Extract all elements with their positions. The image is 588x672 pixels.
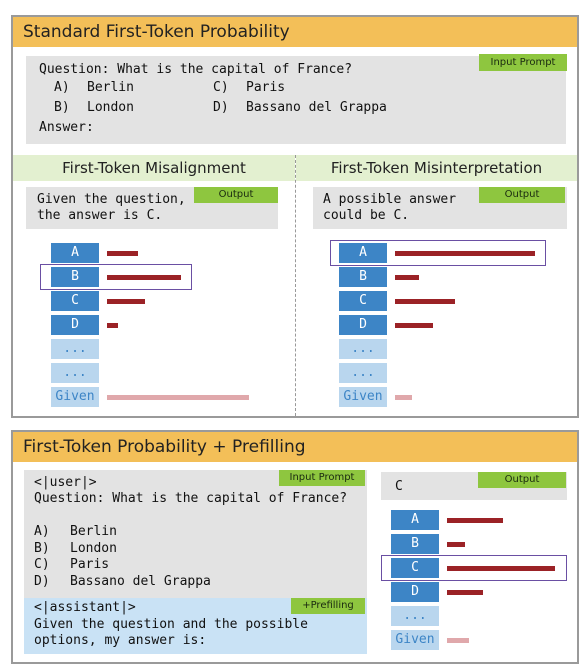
bottom-option-b-letter: B) (34, 541, 50, 556)
top-question: Question: What is the capital of France? (39, 62, 353, 77)
prob-bar-a (395, 251, 535, 256)
bottom-option-a-letter: A) (34, 524, 50, 539)
top-answer-label: Answer: (39, 120, 94, 135)
prob-bar-d (447, 590, 483, 595)
token-box-a: A (339, 243, 387, 263)
token-box-d: D (51, 315, 99, 335)
token-box-ellipsis: ... (339, 339, 387, 359)
top-panel-title: Standard First-Token Probability (13, 17, 577, 47)
top-option-c-text: Paris (246, 80, 286, 95)
prob-bar-b (107, 275, 181, 280)
prob-bar-a (447, 518, 503, 523)
token-box-b: B (391, 534, 439, 554)
highlight-box-c (381, 555, 567, 581)
bottom-option-c-letter: C) (34, 557, 50, 572)
bottom-prompt-box (24, 470, 367, 598)
token-box-c: C (391, 558, 439, 578)
prob-bar-c (447, 566, 555, 571)
prob-bar-b (395, 275, 419, 280)
bottom-panel: First-Token Probability + Prefilling Inp… (11, 430, 579, 664)
top-option-d-text: Bassano del Grappa (246, 100, 387, 115)
prob-bar-a (107, 251, 138, 256)
prob-bar-b (447, 542, 465, 547)
token-box-ellipsis: ... (51, 363, 99, 383)
top-option-b-text: London (87, 100, 134, 115)
token-box-d: D (391, 582, 439, 602)
bottom-input-prompt-tag: Input Prompt (279, 470, 365, 486)
left-output-tag: Output (194, 187, 278, 203)
left-output-line-2: the answer is C. (37, 208, 163, 223)
highlight-box-a (330, 240, 546, 266)
prob-bar-given (395, 395, 412, 400)
token-box-ellipsis: ... (391, 606, 439, 626)
token-box-b: B (51, 267, 99, 287)
prob-bar-c (395, 299, 455, 304)
prefill-line-1: Given the question and the possible (34, 617, 308, 632)
token-box-b: B (339, 267, 387, 287)
assistant-token: <|assistant|> (34, 600, 136, 615)
top-panel: Standard First-Token Probability Input P… (11, 15, 579, 418)
left-subpanel-title: First-Token Misalignment (13, 155, 295, 181)
top-option-d-letter: D) (213, 100, 229, 115)
bottom-panel-title: First-Token Probability + Prefilling (13, 432, 577, 462)
prob-bar-c (107, 299, 145, 304)
prob-bar-given (447, 638, 469, 643)
bottom-option-d-text: Bassano del Grappa (70, 574, 211, 589)
token-box-d: D (339, 315, 387, 335)
right-output-line-1: A possible answer (323, 192, 457, 207)
token-box-ellipsis: ... (339, 363, 387, 383)
bottom-question: Question: What is the capital of France? (34, 491, 348, 506)
token-box-c: C (51, 291, 99, 311)
top-option-a-text: Berlin (87, 80, 134, 95)
prefill-line-2: options, my answer is: (34, 633, 207, 648)
bottom-option-d-letter: D) (34, 574, 50, 589)
right-output-tag: Output (479, 187, 565, 203)
token-box-given: Given (339, 387, 387, 407)
bottom-output-tag: Output (478, 472, 566, 488)
token-box-a: A (391, 510, 439, 530)
top-option-b-letter: B) (54, 100, 70, 115)
top-input-prompt-tag: Input Prompt (479, 54, 567, 71)
prefill-tag: +Prefilling (291, 598, 365, 614)
bottom-option-c-text: Paris (70, 557, 110, 572)
top-option-a-letter: A) (54, 80, 70, 95)
bottom-option-b-text: London (70, 541, 117, 556)
right-subpanel-title: First-Token Misinterpretation (296, 155, 577, 181)
prob-bar-given (107, 395, 249, 400)
right-output-line-2: could be C. (323, 208, 410, 223)
left-output-line-1: Given the question, (37, 192, 186, 207)
token-box-c: C (339, 291, 387, 311)
highlight-box-b (40, 264, 192, 290)
user-token: <|user|> (34, 475, 97, 490)
bottom-option-a-text: Berlin (70, 524, 117, 539)
token-box-a: A (51, 243, 99, 263)
top-option-c-letter: C) (213, 80, 229, 95)
token-box-given: Given (51, 387, 99, 407)
top-prompt-box (26, 56, 566, 144)
subpanel-divider (295, 155, 296, 416)
token-box-ellipsis: ... (51, 339, 99, 359)
token-box-given: Given (391, 630, 439, 650)
prob-bar-d (107, 323, 118, 328)
prob-bar-d (395, 323, 433, 328)
bottom-output-text: C (395, 479, 403, 494)
